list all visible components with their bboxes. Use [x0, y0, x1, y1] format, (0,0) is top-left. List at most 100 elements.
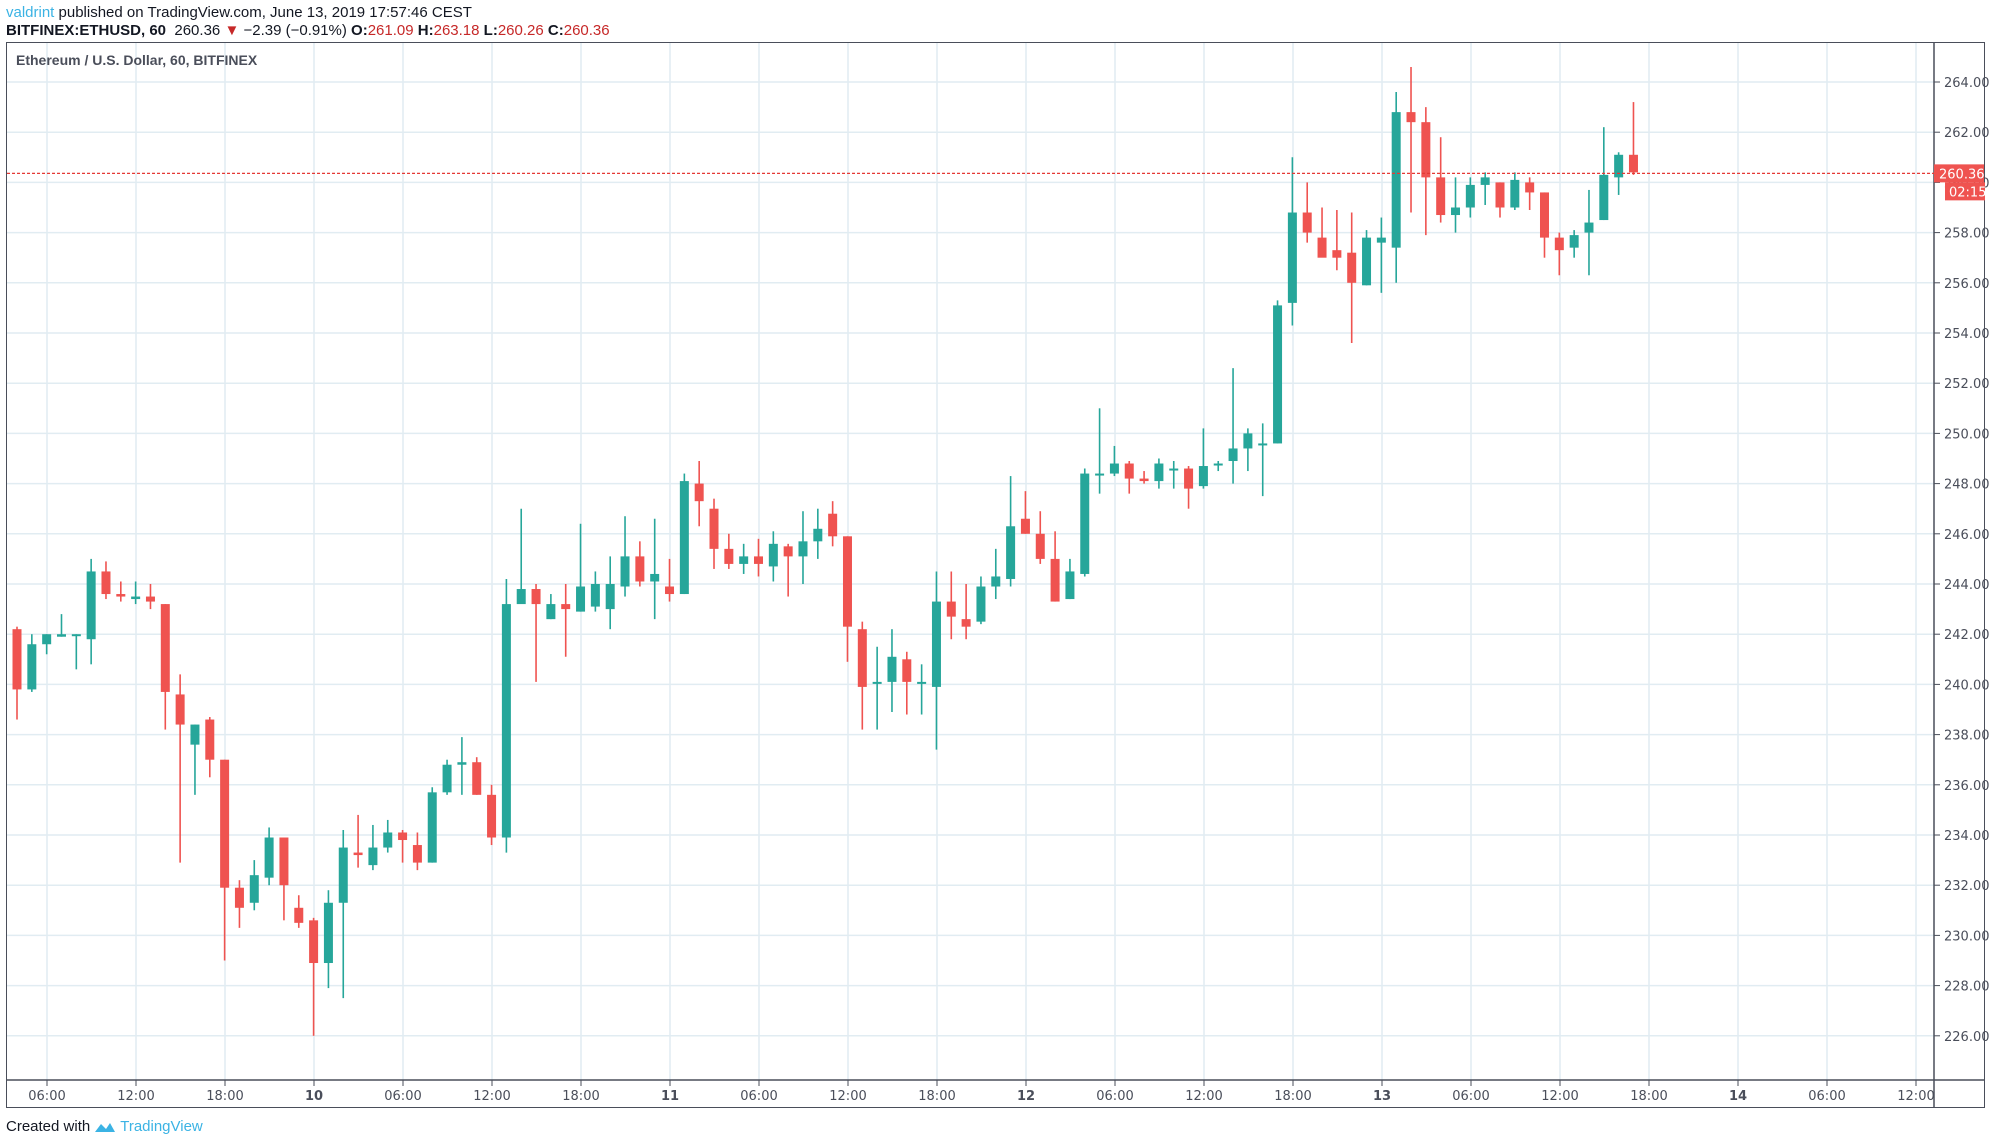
candle — [501, 604, 511, 838]
candle — [1480, 177, 1490, 185]
price-tick-label: 232.00 — [1944, 879, 1990, 894]
symbol-label: BITFINEX:ETHUSD, 60 — [6, 22, 167, 39]
candle — [1510, 179, 1520, 208]
candle — [798, 541, 808, 557]
candle — [1554, 237, 1564, 251]
price-tick-label: 252.00 — [1944, 377, 1990, 392]
candle — [160, 604, 170, 692]
candles — [12, 66, 1638, 1036]
candle — [145, 596, 155, 602]
candle — [1421, 122, 1431, 178]
time-tick-label: 06:00 — [1452, 1089, 1489, 1104]
price-tick-label: 258.00 — [1944, 227, 1990, 242]
candle — [590, 584, 600, 607]
candle — [1006, 526, 1016, 579]
price-tick-label: 236.00 — [1944, 779, 1990, 794]
candle — [234, 887, 244, 908]
candle — [546, 604, 556, 620]
candle — [398, 832, 408, 841]
candle — [1154, 463, 1164, 482]
candle — [1198, 466, 1208, 487]
open-label: O: — [351, 22, 368, 39]
time-tick-label: 12:00 — [473, 1089, 510, 1104]
candle — [709, 508, 719, 549]
candle — [931, 601, 941, 687]
candle — [175, 694, 185, 725]
high-value: 263.18 — [433, 22, 480, 39]
candle — [427, 792, 437, 863]
candle — [813, 528, 823, 542]
candle — [1569, 235, 1579, 248]
time-tick-label: 12 — [1017, 1089, 1035, 1104]
last-price: 260.36 — [174, 22, 221, 39]
chart-frame — [6, 42, 1985, 1108]
countdown-badge — [1945, 182, 1985, 201]
price-tick-label: 238.00 — [1944, 729, 1990, 744]
candle — [1020, 518, 1030, 534]
candle — [205, 719, 215, 760]
candle — [1287, 212, 1297, 303]
candle — [264, 837, 274, 878]
open-value: 261.09 — [367, 22, 414, 39]
published-text: published on TradingView.com, June 13, 2… — [54, 4, 472, 21]
candle — [857, 629, 867, 687]
candle — [561, 604, 571, 610]
price-tick-label: 228.00 — [1944, 980, 1990, 995]
time-tick-label: 18:00 — [1630, 1089, 1667, 1104]
candle — [1362, 237, 1372, 286]
candle — [1065, 571, 1075, 600]
candle — [1539, 192, 1549, 238]
candle — [1124, 463, 1134, 479]
symbol-info: BITFINEX:ETHUSD, 60 260.36 ▼ −2.39 (−0.9… — [6, 22, 610, 39]
candle — [294, 907, 304, 923]
candle — [828, 513, 838, 537]
time-tick-label: 06:00 — [1808, 1089, 1845, 1104]
low-value: 260.26 — [497, 22, 544, 39]
candle — [1584, 222, 1594, 233]
close-label: C: — [547, 22, 564, 39]
candle — [1228, 448, 1238, 462]
candle — [842, 536, 852, 627]
candle — [1095, 473, 1105, 476]
publish-info: valdrint published on TradingView.com, J… — [6, 4, 472, 21]
candle — [1080, 473, 1090, 574]
candle — [249, 875, 259, 903]
time-tick-label: 06:00 — [740, 1089, 777, 1104]
candle — [1391, 112, 1401, 248]
candle — [961, 619, 971, 627]
candle — [1109, 463, 1119, 474]
candle — [338, 847, 348, 903]
price-tick-label: 262.00 — [1944, 126, 1990, 141]
candle — [42, 634, 52, 645]
time-tick-label: 12:00 — [1897, 1089, 1934, 1104]
candle — [1406, 112, 1416, 123]
svg-text:260.36: 260.36 — [1939, 167, 1985, 182]
candle — [1465, 184, 1475, 208]
price-tick-label: 264.00 — [1944, 76, 1990, 91]
candle — [1317, 237, 1327, 258]
candle — [472, 762, 482, 795]
candle — [1035, 533, 1045, 559]
candle — [991, 576, 1001, 587]
price-tick-label: 256.00 — [1944, 277, 1990, 292]
tradingview-link[interactable]: TradingView — [120, 1118, 203, 1135]
time-tick-label: 14 — [1729, 1089, 1747, 1104]
candle — [620, 556, 630, 587]
candle — [1050, 558, 1060, 602]
candle — [976, 586, 986, 622]
current-price-badge — [1934, 164, 1984, 183]
candle — [768, 543, 778, 567]
candle — [56, 634, 66, 637]
candle — [1451, 207, 1461, 216]
price-tick-label: 246.00 — [1944, 528, 1990, 543]
candle — [86, 571, 96, 640]
author-link[interactable]: valdrint — [6, 4, 55, 21]
footer: Created with TradingView — [6, 1118, 203, 1135]
price-tick-label: 254.00 — [1944, 327, 1990, 342]
candle — [694, 483, 704, 502]
candle — [309, 920, 319, 964]
candle — [872, 681, 882, 684]
price-tick-label: 244.00 — [1944, 578, 1990, 593]
price-tick-label: 248.00 — [1944, 478, 1990, 493]
